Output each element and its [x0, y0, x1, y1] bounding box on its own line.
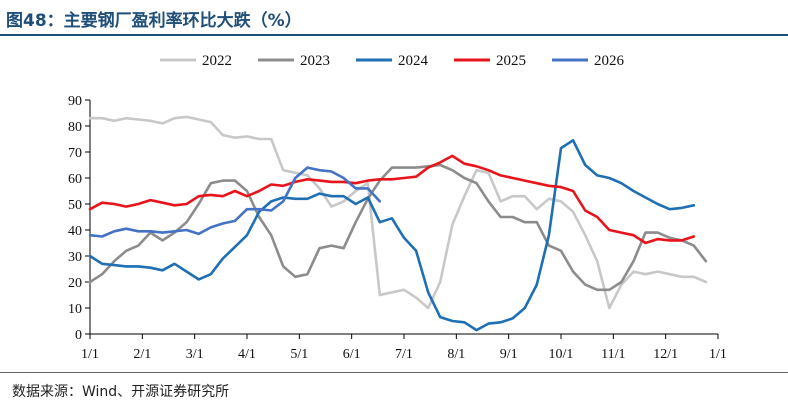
x-tick-label: 2/1: [133, 347, 151, 362]
y-tick-label: 0: [75, 328, 82, 343]
footer-rule: [0, 372, 788, 373]
x-tick-label: 1/1: [709, 347, 727, 362]
series-line-2023: [88, 163, 708, 292]
line-chart: 2022 2023 2024 2025 2026 0 10 20 30 40 50 60 70 80 90…: [68, 53, 727, 362]
legend-label-2024: 2024: [398, 53, 429, 69]
chart-legend: 2022 2023 2024 2025 2026: [160, 53, 625, 69]
series-line-2024: [88, 139, 696, 332]
series-line-2022: [88, 115, 708, 310]
legend-label-2026: 2026: [594, 53, 625, 69]
series-line-2026: [88, 166, 382, 238]
y-tick-label: 80: [68, 120, 82, 135]
chart-plot-area: [88, 115, 708, 332]
figure-title: 图48：主要钢厂盈利率环比大跌（%）: [6, 11, 302, 31]
x-tick-label: 12/1: [653, 347, 678, 362]
x-tick-label: 6/1: [343, 347, 361, 362]
x-tick-label: 10/1: [549, 347, 574, 362]
header-rule: [0, 34, 788, 36]
x-tick-label: 8/1: [447, 347, 465, 362]
y-tick-label: 70: [68, 146, 82, 161]
y-tick-label: 50: [68, 198, 82, 213]
chart-axes: 0 10 20 30 40 50 60 70 80 90 1/1 2/1 3/1 4/1 5/1 6/1 7/1…: [68, 94, 727, 362]
x-tick-label: 9/1: [500, 347, 518, 362]
y-tick-label: 10: [68, 302, 82, 317]
series-line-2025: [88, 154, 696, 245]
legend-label-2022: 2022: [202, 53, 232, 69]
y-tick-label: 20: [68, 276, 82, 291]
x-tick-label: 3/1: [186, 347, 204, 362]
y-tick-label: 40: [68, 224, 82, 239]
y-tick-label: 90: [68, 94, 82, 109]
legend-label-2025: 2025: [496, 53, 526, 69]
source-note: 数据来源：Wind、开源证券研究所: [12, 384, 230, 400]
x-tick-label: 5/1: [290, 347, 308, 362]
legend-label-2023: 2023: [300, 53, 330, 69]
figure-header: 图48：主要钢厂盈利率环比大跌（%）: [0, 0, 788, 36]
y-tick-label: 60: [68, 172, 82, 187]
x-tick-label: 11/1: [601, 347, 625, 362]
x-tick-label: 7/1: [395, 347, 413, 362]
x-tick-label: 1/1: [81, 347, 99, 362]
x-tick-label: 4/1: [238, 347, 256, 362]
y-tick-label: 30: [68, 250, 82, 265]
